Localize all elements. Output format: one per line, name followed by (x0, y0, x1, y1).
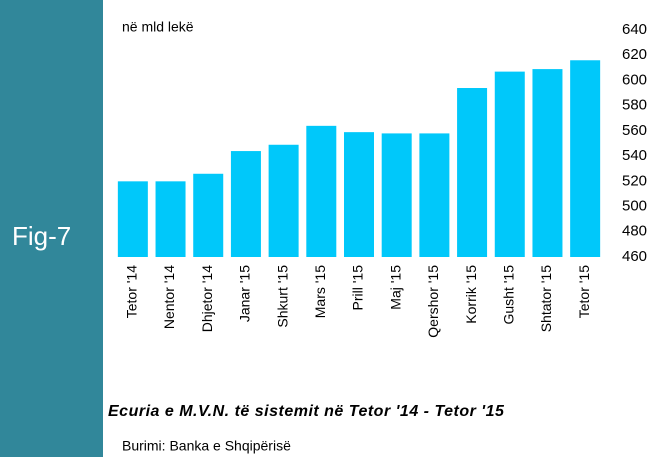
bar (344, 132, 374, 257)
x-tick-label: Prill '15 (350, 265, 366, 311)
x-tick-label: Gusht '15 (500, 265, 516, 325)
bar (230, 151, 261, 257)
x-tick-label: Qershor '15 (425, 265, 441, 338)
bar (419, 133, 450, 257)
y-tick-label: 640 (622, 21, 647, 38)
y-tick-label: 500 (622, 198, 647, 215)
y-tick-label: 600 (622, 71, 647, 88)
bar (494, 71, 525, 257)
bar (155, 181, 186, 257)
figure-label: Fig-7 (12, 221, 71, 251)
x-tick-label: Mars '15 (312, 265, 328, 318)
y-tick-label: 620 (622, 46, 647, 63)
y-tick-label: 460 (622, 248, 647, 265)
x-tick-label: Tetor '14 (124, 265, 140, 318)
y-tick-label: 480 (622, 223, 647, 240)
x-tick-label: Maj '15 (387, 265, 403, 310)
y-tick-label: 540 (622, 147, 647, 164)
bar (570, 60, 601, 258)
y-tick-label: 520 (622, 172, 647, 189)
side-panel (0, 0, 103, 457)
bar (457, 88, 488, 257)
x-tick-label: Janar '15 (237, 265, 253, 322)
y-tick-label: 560 (622, 122, 647, 139)
x-tick-label: Shkurt '15 (274, 265, 290, 328)
bar (117, 181, 148, 257)
x-tick-label: Shtator '15 (538, 265, 554, 332)
bar (381, 133, 412, 257)
bar (306, 125, 337, 257)
bar (193, 173, 224, 257)
x-tick-label: Tetor '15 (576, 265, 592, 318)
y-axis-label: në mld lekë (122, 19, 194, 35)
x-tick-label: Nentor '14 (161, 265, 177, 329)
y-tick-label: 580 (622, 97, 647, 114)
x-tick-label: Dhjetor '14 (199, 265, 215, 332)
bar (268, 144, 299, 257)
chart-title: Ecuria e M.V.N. të sistemit në Tetor '14… (108, 403, 505, 420)
bar (532, 69, 563, 257)
source: Burimi: Banka e Shqipërisë (122, 438, 291, 454)
x-tick-label: Korrik '15 (463, 265, 479, 324)
